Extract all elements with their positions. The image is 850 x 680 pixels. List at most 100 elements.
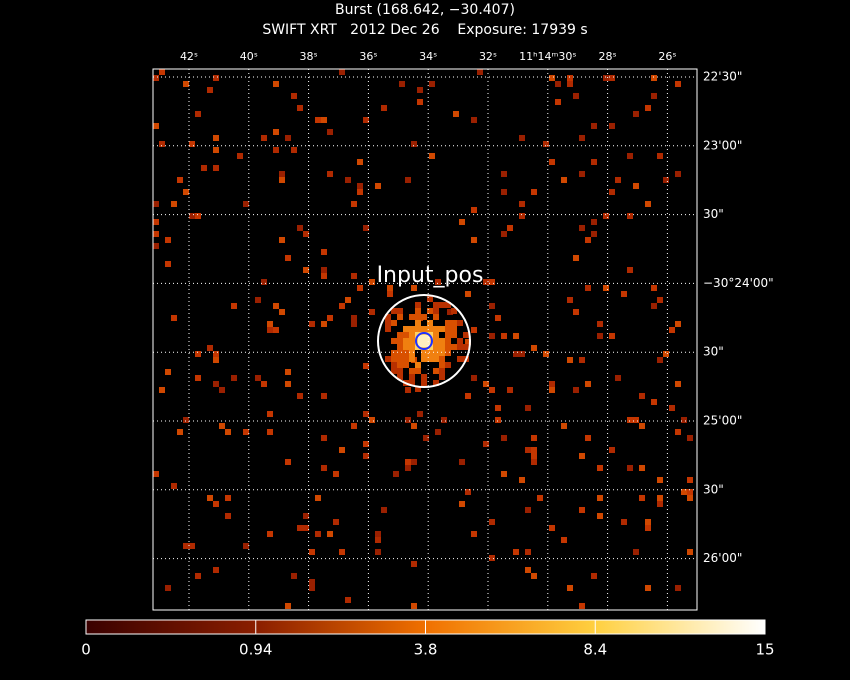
pixel (409, 338, 415, 344)
pixel (657, 153, 663, 159)
pixel (243, 543, 249, 549)
pixel (433, 356, 439, 362)
pixel (363, 441, 369, 447)
pixel (579, 225, 585, 231)
pixel (483, 381, 489, 387)
pixel (567, 585, 573, 591)
pixel (321, 117, 327, 123)
pixel (627, 465, 633, 471)
pixel (457, 320, 463, 326)
pixel (519, 213, 525, 219)
pixel (579, 603, 585, 609)
annotation: Input_pos (377, 263, 484, 288)
pixel (459, 459, 465, 465)
colorbar-label: 8.4 (583, 641, 607, 659)
pixel (585, 381, 591, 387)
pixel (421, 314, 427, 320)
colorbar-label: 3.8 (414, 641, 438, 659)
pixel (415, 302, 421, 308)
pixel (403, 326, 409, 332)
pixel (225, 495, 231, 501)
pixel (397, 338, 403, 344)
pixel (339, 447, 345, 453)
pixel (645, 201, 651, 207)
pixel (427, 350, 433, 356)
pixel (573, 255, 579, 261)
pixel (177, 429, 183, 435)
pixel (207, 345, 213, 351)
ra-label: 42ˢ (180, 50, 198, 63)
pixel (411, 459, 417, 465)
source-region (377, 294, 471, 388)
pixel (397, 344, 403, 350)
pixel (687, 489, 693, 495)
image-frame (152, 68, 698, 611)
dec-label: 23'00" (703, 138, 742, 152)
pixel (165, 369, 171, 375)
pixel (445, 332, 451, 338)
pixel (385, 356, 391, 362)
pixel (285, 369, 291, 375)
colorbar-label: 0 (81, 641, 91, 659)
pixel (681, 417, 687, 423)
pixel (261, 135, 267, 141)
pixel (165, 237, 171, 243)
pixel (657, 357, 663, 363)
pixel (549, 159, 555, 165)
pixel (549, 75, 555, 81)
pixel (153, 201, 159, 207)
pixel (315, 531, 321, 537)
pixel (411, 285, 417, 291)
pixel (603, 75, 609, 81)
pixel (433, 332, 439, 338)
pixel (675, 585, 681, 591)
pixel (351, 273, 357, 279)
pixel (255, 297, 261, 303)
pixel (567, 81, 573, 87)
pixel (423, 435, 429, 441)
pixel (273, 327, 279, 333)
title: Burst (168.642, −30.407) (335, 2, 515, 18)
pixel (465, 393, 471, 399)
pixel (445, 302, 451, 308)
pixel (495, 315, 501, 321)
pixel (609, 123, 615, 129)
pixel (573, 93, 579, 99)
pixel (627, 213, 633, 219)
pixel (639, 423, 645, 429)
pixel (531, 573, 537, 579)
pixel (303, 231, 309, 237)
pixel (405, 465, 411, 471)
pixel (633, 111, 639, 117)
pixel (315, 117, 321, 123)
pixel (351, 315, 357, 321)
pixel (439, 362, 445, 368)
pixel (201, 165, 207, 171)
pixel (397, 362, 403, 368)
pixel (333, 519, 339, 525)
pixel (397, 368, 403, 374)
pixel (609, 447, 615, 453)
pixel (285, 135, 291, 141)
pixel (385, 314, 391, 320)
pixel (439, 356, 445, 362)
pixel (403, 332, 409, 338)
pixel (657, 477, 663, 483)
pixel (327, 171, 333, 177)
pixel (363, 453, 369, 459)
pixel (267, 321, 273, 327)
pixel (417, 87, 423, 93)
pixel (513, 351, 519, 357)
pixel (669, 327, 675, 333)
pixel (639, 393, 645, 399)
pixel (279, 171, 285, 177)
pixel (591, 573, 597, 579)
pixel (363, 225, 369, 231)
pixel (409, 332, 415, 338)
pixel (171, 315, 177, 321)
pixel (433, 314, 439, 320)
pixel (409, 326, 415, 332)
pixel (657, 501, 663, 507)
pixel (433, 380, 439, 386)
pixel (375, 537, 381, 543)
